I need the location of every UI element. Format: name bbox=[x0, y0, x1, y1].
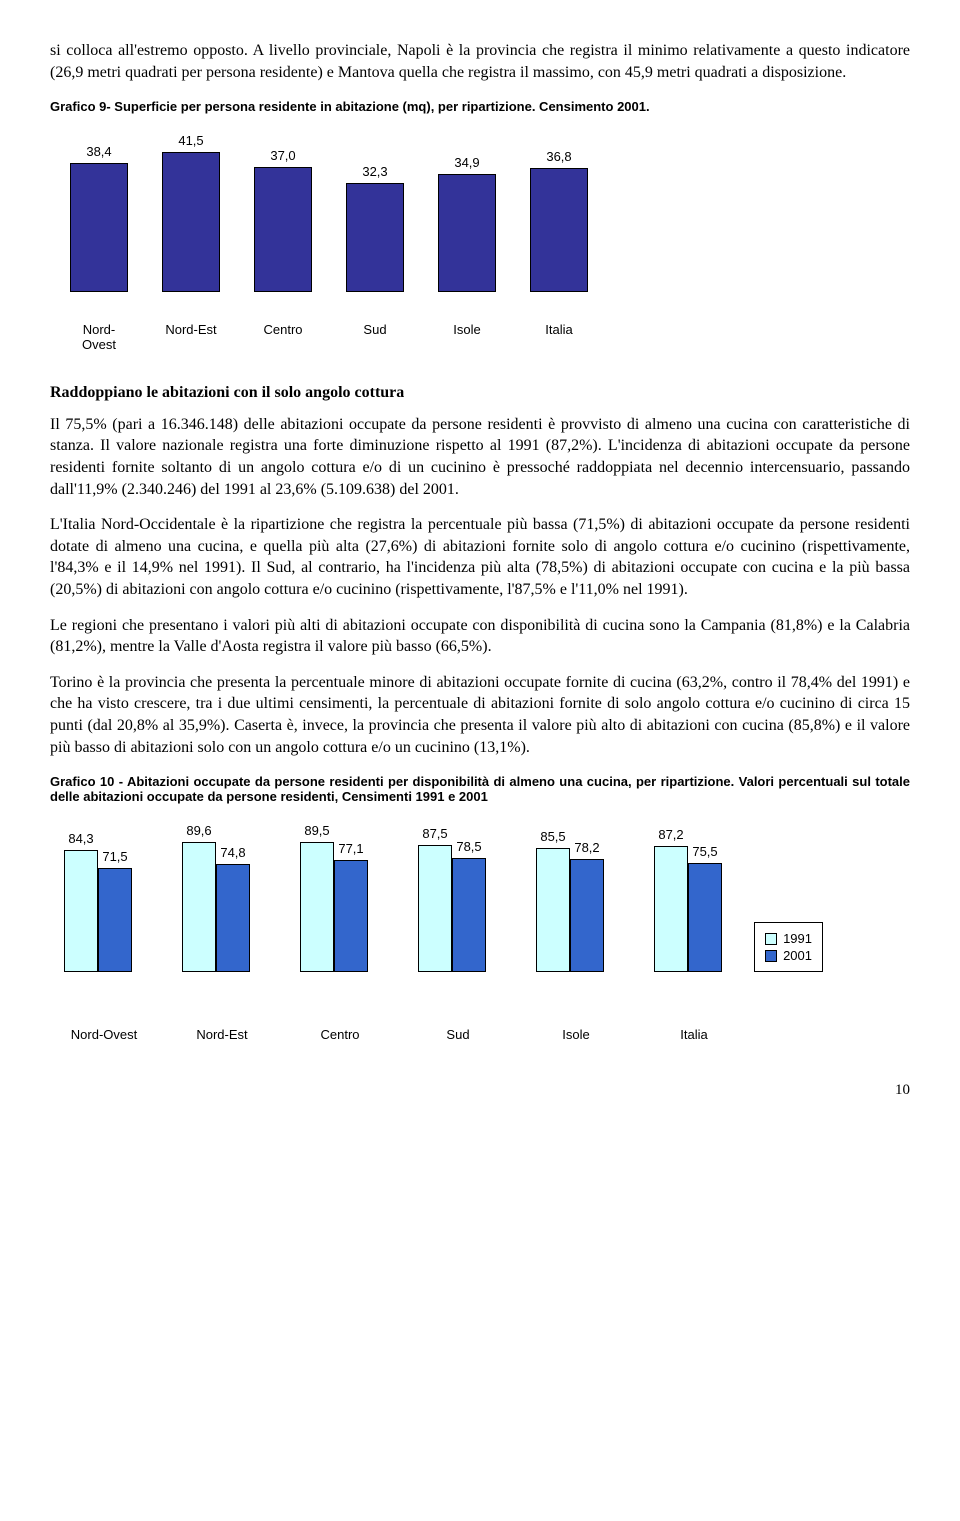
chart10-x-label: Nord-Ovest bbox=[64, 1027, 144, 1042]
chart9-bar-value: 34,9 bbox=[454, 155, 479, 170]
chart10-bar bbox=[688, 863, 722, 973]
chart10-bar bbox=[654, 846, 688, 973]
chart10-bar-value: 78,5 bbox=[456, 839, 481, 854]
chart10-x-label: Italia bbox=[654, 1027, 734, 1042]
chart10-bar-value: 89,5 bbox=[304, 823, 329, 838]
chart10-title: Grafico 10 - Abitazioni occupate da pers… bbox=[50, 774, 910, 804]
chart10-bar-value: 84,3 bbox=[68, 831, 93, 846]
chart9-bar-value: 36,8 bbox=[546, 149, 571, 164]
chart9-bar bbox=[530, 168, 588, 292]
chart10-bar-group: 87,2 75,5 bbox=[654, 827, 734, 973]
chart10-bar-column: 85,5 bbox=[536, 829, 570, 972]
chart10-bar-value: 85,5 bbox=[540, 829, 565, 844]
chart10-bar-column: 84,3 bbox=[64, 831, 98, 972]
chart10-bar-value: 71,5 bbox=[102, 849, 127, 864]
chart10-bar-value: 75,5 bbox=[692, 844, 717, 859]
chart9-bar bbox=[254, 167, 312, 292]
chart10-bar-value: 74,8 bbox=[220, 845, 245, 860]
chart9-bar-group: 34,9 bbox=[438, 155, 496, 292]
chart10-bar bbox=[216, 864, 250, 973]
chart9-bar bbox=[70, 163, 128, 293]
chart9-bar-value: 38,4 bbox=[86, 144, 111, 159]
body-paragraph-2: L'Italia Nord-Occidentale è la ripartizi… bbox=[50, 514, 910, 600]
chart10-bar-value: 77,1 bbox=[338, 841, 363, 856]
chart9-x-label: Italia bbox=[530, 322, 588, 352]
chart10-bar-column: 78,2 bbox=[570, 840, 604, 972]
chart10-bar-column: 87,2 bbox=[654, 827, 688, 973]
chart10-bar-column: 74,8 bbox=[216, 845, 250, 973]
chart10-bar-column: 78,5 bbox=[452, 839, 486, 972]
body-paragraph-3: Le regioni che presentano i valori più a… bbox=[50, 615, 910, 658]
legend-label: 1991 bbox=[783, 931, 812, 946]
legend-row: 1991 bbox=[765, 931, 812, 946]
legend-swatch bbox=[765, 950, 777, 962]
chart10-bar bbox=[418, 845, 452, 972]
chart10-x-label: Nord-Est bbox=[182, 1027, 262, 1042]
chart10-bar-column: 89,5 bbox=[300, 823, 334, 972]
chart9-x-label: Nord-Est bbox=[162, 322, 220, 352]
chart9: 38,4 41,5 37,0 32,3 34,9 36,8 Nord-Ovest Nord-… bbox=[58, 132, 618, 352]
chart9-x-label: Nord-Ovest bbox=[70, 322, 128, 352]
page-number: 10 bbox=[50, 1082, 910, 1099]
chart10: 84,3 71,5 89,6 74,8 89,5 77,1 87,5 78,5 85,5 78,2… bbox=[58, 822, 818, 1042]
chart10-x-label: Centro bbox=[300, 1027, 380, 1042]
section-subhead: Raddoppiano le abitazioni con il solo an… bbox=[50, 382, 910, 404]
body-paragraph-1: Il 75,5% (pari a 16.346.148) delle abita… bbox=[50, 414, 910, 500]
chart10-bar-value: 89,6 bbox=[186, 823, 211, 838]
chart9-bar-group: 32,3 bbox=[346, 164, 404, 292]
chart10-bar bbox=[536, 848, 570, 972]
chart10-bar-value: 87,2 bbox=[658, 827, 683, 842]
chart9-x-label: Sud bbox=[346, 322, 404, 352]
chart9-bar-group: 38,4 bbox=[70, 144, 128, 293]
chart9-bar bbox=[346, 183, 404, 292]
chart9-bar bbox=[438, 174, 496, 292]
chart10-bar-group: 84,3 71,5 bbox=[64, 831, 144, 972]
chart10-bar bbox=[182, 842, 216, 972]
chart10-bar bbox=[452, 858, 486, 972]
chart9-bar-value: 37,0 bbox=[270, 148, 295, 163]
chart10-bar-column: 77,1 bbox=[334, 841, 368, 972]
chart10-bar bbox=[334, 860, 368, 972]
legend-row: 2001 bbox=[765, 948, 812, 963]
chart10-bar-column: 75,5 bbox=[688, 844, 722, 973]
chart9-bar-group: 36,8 bbox=[530, 149, 588, 292]
chart9-x-label: Centro bbox=[254, 322, 312, 352]
legend-swatch bbox=[765, 933, 777, 945]
chart10-legend: 1991 2001 bbox=[754, 922, 823, 972]
chart10-bar bbox=[98, 868, 132, 972]
intro-paragraph: si colloca all'estremo opposto. A livell… bbox=[50, 40, 910, 83]
chart10-bar bbox=[570, 859, 604, 972]
body-paragraph-4: Torino è la provincia che presenta la pe… bbox=[50, 672, 910, 758]
chart9-bar-group: 37,0 bbox=[254, 148, 312, 292]
chart9-x-label: Isole bbox=[438, 322, 496, 352]
chart9-bar-group: 41,5 bbox=[162, 133, 220, 292]
chart10-bar bbox=[64, 850, 98, 972]
chart10-bar-group: 85,5 78,2 bbox=[536, 829, 616, 972]
legend-label: 2001 bbox=[783, 948, 812, 963]
chart10-bar bbox=[300, 842, 334, 972]
chart10-bar-group: 89,6 74,8 bbox=[182, 823, 262, 972]
chart10-bar-column: 71,5 bbox=[98, 849, 132, 972]
chart10-bar-group: 89,5 77,1 bbox=[300, 823, 380, 972]
chart9-bar-value: 41,5 bbox=[178, 133, 203, 148]
chart9-bar bbox=[162, 152, 220, 292]
chart9-bar-value: 32,3 bbox=[362, 164, 387, 179]
chart10-bar-column: 89,6 bbox=[182, 823, 216, 972]
chart10-x-label: Isole bbox=[536, 1027, 616, 1042]
chart9-title: Grafico 9- Superficie per persona reside… bbox=[50, 99, 910, 114]
chart10-bar-value: 87,5 bbox=[422, 826, 447, 841]
chart10-x-label: Sud bbox=[418, 1027, 498, 1042]
chart10-bar-column: 87,5 bbox=[418, 826, 452, 972]
chart10-bar-value: 78,2 bbox=[574, 840, 599, 855]
chart10-bar-group: 87,5 78,5 bbox=[418, 826, 498, 972]
